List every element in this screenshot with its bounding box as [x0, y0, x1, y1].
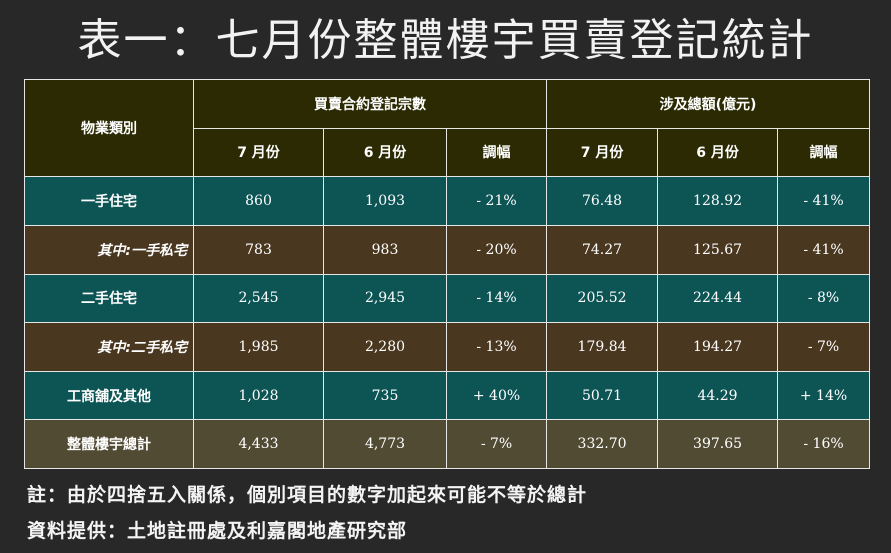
table-cell: 76.48	[546, 176, 659, 226]
table-row: 工商舖及其他 1,028 735 + 40% 50.71 44.29 + 14%	[24, 370, 871, 421]
table-cell: 4,433	[193, 419, 324, 469]
sub-header: 調幅	[777, 127, 871, 178]
table-cell: + 40%	[445, 370, 548, 421]
row-label: 一手住宅	[24, 176, 194, 226]
table-cell: 194.27	[657, 322, 779, 372]
row-label: 其中:二手私宅	[24, 322, 194, 372]
col-header-type: 物業類別	[24, 78, 194, 178]
header-row-sub: 7 月份 6 月份 調幅 7 月份 6 月份 調幅	[25, 127, 871, 178]
sub-header: 調幅	[445, 127, 548, 178]
row-label: 工商舖及其他	[24, 370, 194, 421]
table-cell: - 8%	[777, 273, 871, 324]
statistics-table: 物業類別 買賣合約登記宗數 涉及總額(億元) 7 月份 6 月份 調幅 7 月份…	[24, 78, 871, 469]
table-cell: 125.67	[657, 224, 779, 275]
table-cell: 735	[323, 370, 447, 421]
table-row: 其中:二手私宅 1,985 2,280 - 13% 179.84 194.27 …	[24, 322, 871, 372]
sub-header: 7 月份	[193, 127, 324, 178]
sub-header: 6 月份	[323, 127, 447, 178]
table-cell: 783	[193, 224, 324, 275]
table-cell: - 20%	[445, 224, 548, 275]
table-cell: 128.92	[657, 176, 779, 226]
table-cell: 44.29	[657, 370, 779, 421]
col-group-transactions: 買賣合約登記宗數	[192, 79, 548, 129]
row-label: 其中:一手私宅	[24, 224, 194, 275]
table-cell: - 7%	[445, 419, 548, 469]
table-cell: - 13%	[445, 322, 548, 372]
table-cell: + 14%	[777, 370, 871, 421]
footnote-source: 資料提供：土地註冊處及利嘉閣地產研究部	[27, 520, 408, 542]
table-cell: 179.84	[546, 322, 659, 372]
header-row-top: 物業類別 買賣合約登記宗數 涉及總額(億元)	[24, 78, 871, 178]
table-cell: 860	[193, 176, 324, 226]
table-cell: - 14%	[445, 273, 548, 324]
table-cell: - 41%	[777, 224, 871, 275]
sub-header: 6 月份	[657, 127, 779, 178]
table-row: 一手住宅 860 1,093 - 21% 76.48 128.92 - 41%	[24, 176, 871, 226]
table-cell: - 41%	[777, 176, 871, 226]
row-label: 二手住宅	[24, 273, 194, 324]
row-label: 整體樓宇總計	[24, 419, 194, 469]
table-cell: 2,945	[323, 273, 447, 324]
table-cell: 332.70	[546, 419, 659, 469]
table-cell: 74.27	[546, 224, 659, 275]
col-group-value: 涉及總額(億元)	[546, 79, 871, 129]
table-row-total: 整體樓宇總計 4,433 4,773 - 7% 332.70 397.65 - …	[24, 419, 871, 469]
table-cell: - 7%	[777, 322, 871, 372]
table-cell: 1,028	[193, 370, 324, 421]
sub-header: 7 月份	[546, 127, 659, 178]
table-cell: 2,545	[193, 273, 324, 324]
page-title: 表一：七月份整體樓宇買賣登記統計	[77, 15, 814, 66]
footnote-rounding: 註：由於四捨五入關係，個別項目的數字加起來可能不等於總計	[27, 484, 588, 506]
table-cell: 397.65	[657, 419, 779, 469]
table-cell: 4,773	[323, 419, 447, 469]
table-cell: 1,093	[323, 176, 447, 226]
table-row: 其中:一手私宅 783 983 - 20% 74.27 125.67 - 41%	[24, 224, 871, 275]
table-cell: 983	[323, 224, 447, 275]
table-cell: 50.71	[546, 370, 659, 421]
table-cell: 224.44	[657, 273, 779, 324]
table-cell: 2,280	[323, 322, 447, 372]
table-cell: 205.52	[546, 273, 659, 324]
table-row: 二手住宅 2,545 2,945 - 14% 205.52 224.44 - 8…	[24, 273, 871, 324]
table-cell: - 16%	[777, 419, 871, 469]
table-cell: - 21%	[445, 176, 548, 226]
table-cell: 1,985	[193, 322, 324, 372]
